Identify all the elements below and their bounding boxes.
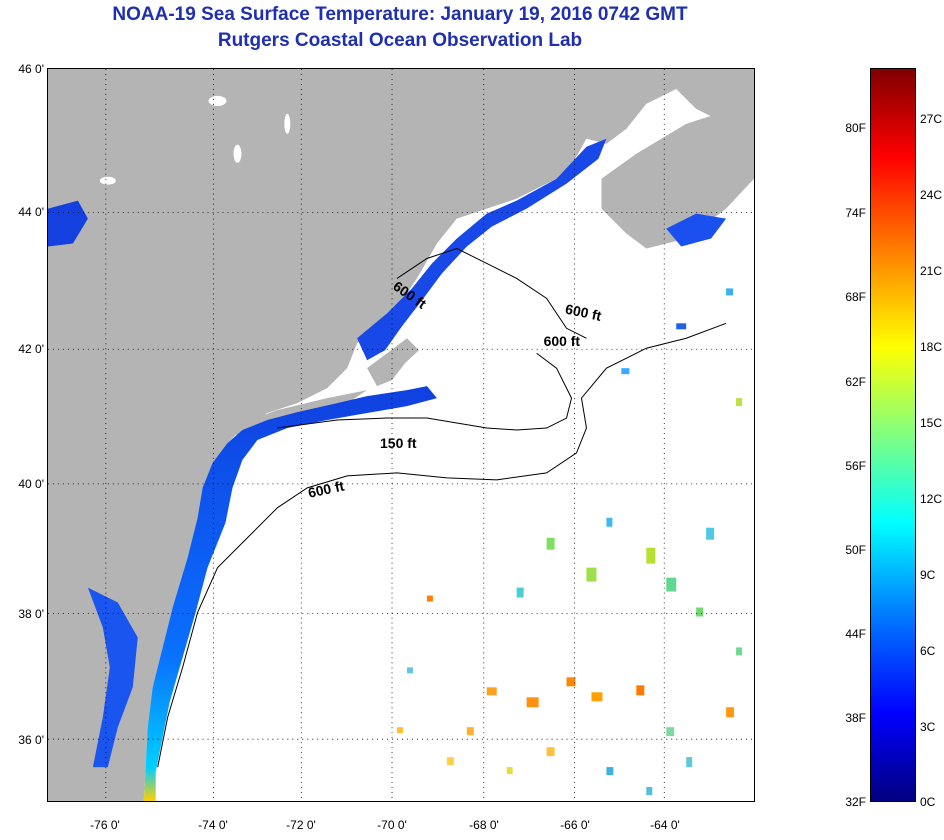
sst-offshore-pixels bbox=[397, 288, 743, 796]
land-delmarva bbox=[117, 527, 160, 628]
land-nova-scotia bbox=[601, 110, 754, 249]
lake bbox=[99, 176, 116, 185]
colorbar-celsius-label: 12C bbox=[920, 492, 943, 506]
contour-label: 150 ft bbox=[380, 435, 417, 451]
colorbar-celsius-label: 9C bbox=[920, 568, 936, 582]
colorbar-fahrenheit-label: 68F bbox=[845, 290, 866, 304]
lat-tick-label: 38 0' bbox=[18, 607, 44, 621]
lon-tick-label: -74 0' bbox=[198, 818, 228, 832]
colorbar-fahrenheit-label: 50F bbox=[845, 543, 866, 557]
sst-bay-of-fundy bbox=[666, 213, 727, 247]
sst-chesapeake bbox=[87, 587, 138, 768]
lon-tick-label: -70 0' bbox=[377, 818, 407, 832]
sst-map: 600 ft 600 ft 600 ft 150 ft 600 ft bbox=[47, 68, 755, 802]
chart-title: NOAA-19 Sea Surface Temperature: January… bbox=[112, 4, 688, 25]
lake bbox=[233, 144, 242, 163]
contour-150ft bbox=[277, 352, 573, 431]
sst-lake-ontario bbox=[48, 200, 88, 247]
colorbar-celsius-label: 21C bbox=[920, 264, 943, 278]
temperature-colorbar bbox=[870, 68, 916, 802]
colorbar-fahrenheit-label: 44F bbox=[845, 627, 866, 641]
lat-tick-label: 42 0' bbox=[18, 342, 44, 356]
colorbar-fahrenheit-label: 62F bbox=[845, 375, 866, 389]
lake bbox=[284, 113, 291, 134]
lon-tick-label: -72 0' bbox=[286, 818, 316, 832]
sst-gulf-of-maine-band bbox=[357, 138, 607, 361]
colorbar-celsius-label: 27C bbox=[920, 112, 943, 126]
contour-label: 600 ft bbox=[564, 301, 603, 324]
chart-header: NOAA-19 Sea Surface Temperature: January… bbox=[0, 2, 800, 54]
lon-tick-label: -76 0' bbox=[90, 818, 120, 832]
graticule bbox=[48, 69, 754, 801]
colorbar-fahrenheit-label: 38F bbox=[845, 711, 866, 725]
colorbar-fahrenheit-label: 56F bbox=[845, 459, 866, 473]
lat-tick-label: 44 0' bbox=[18, 205, 44, 219]
lon-tick-label: -68 0' bbox=[469, 818, 499, 832]
lat-tick-label: 40 0' bbox=[18, 477, 44, 491]
sst-coastal-band bbox=[143, 386, 437, 801]
colorbar-celsius-label: 15C bbox=[920, 416, 943, 430]
colorbar-celsius-label: 3C bbox=[920, 720, 936, 734]
lon-tick-label: -66 0' bbox=[560, 818, 590, 832]
lake bbox=[208, 95, 227, 106]
contour-label: 600 ft bbox=[544, 333, 581, 349]
colorbar-celsius-label: 0C bbox=[920, 795, 936, 809]
contour-label: 600 ft bbox=[307, 477, 346, 500]
land-mainland bbox=[48, 69, 754, 801]
contour-600ft-gom bbox=[396, 247, 587, 339]
colorbar-celsius-label: 18C bbox=[920, 340, 943, 354]
colorbar-celsius-label: 6C bbox=[920, 644, 936, 658]
land-cape-cod bbox=[367, 338, 419, 387]
contour-600ft bbox=[157, 322, 727, 768]
chart-subtitle: Rutgers Coastal Ocean Observation Lab bbox=[217, 30, 583, 51]
lat-tick-label: 36 0' bbox=[18, 733, 44, 747]
colorbar-fahrenheit-label: 74F bbox=[845, 206, 866, 220]
lon-tick-label: -64 0' bbox=[650, 818, 680, 832]
sst-map-canvas: 600 ft 600 ft 600 ft 150 ft 600 ft bbox=[48, 69, 754, 801]
colorbar-fahrenheit-label: 32F bbox=[845, 795, 866, 809]
colorbar-celsius-label: 24C bbox=[920, 188, 943, 202]
colorbar-fahrenheit-label: 80F bbox=[845, 121, 866, 135]
lat-tick-label: 46 0' bbox=[18, 62, 44, 76]
